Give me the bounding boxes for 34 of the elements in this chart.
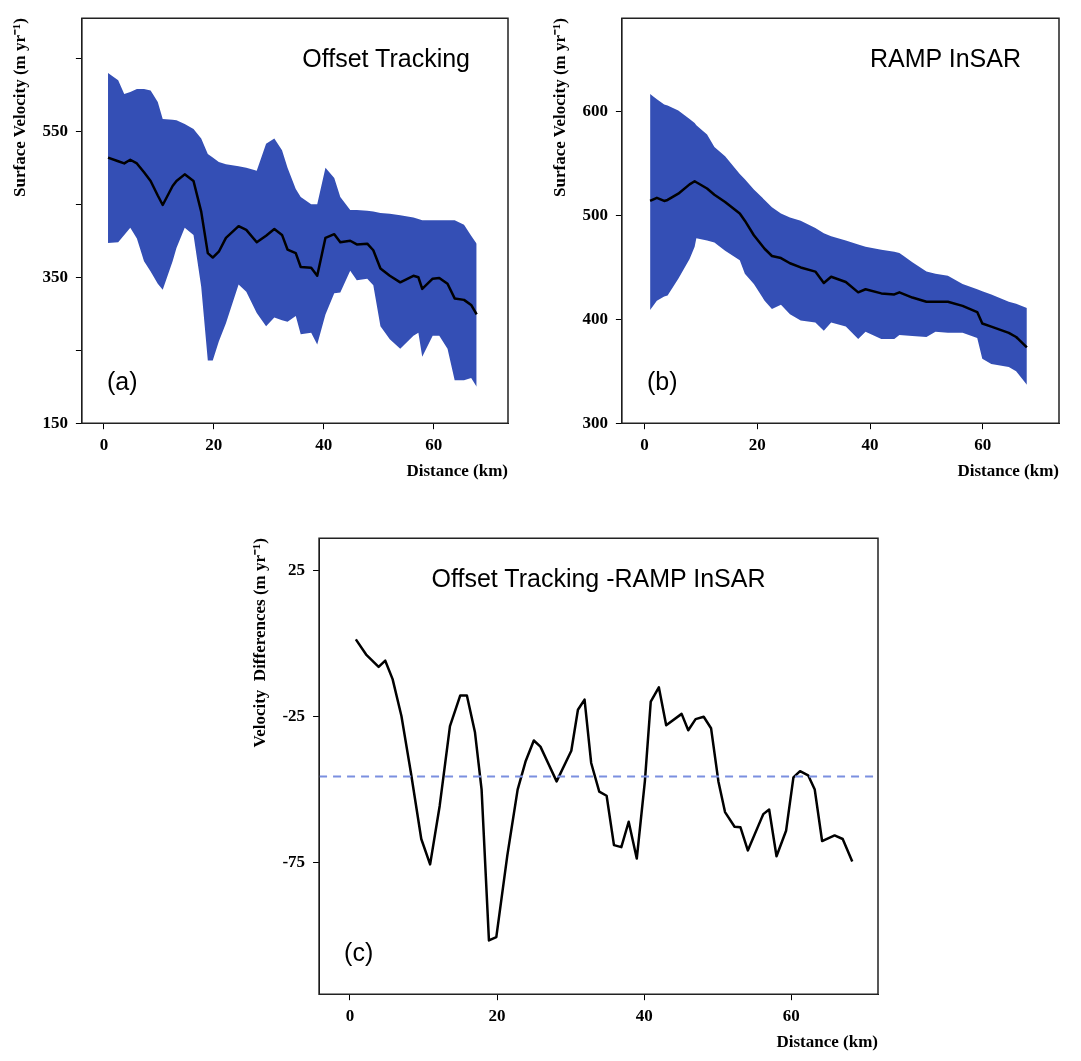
x-tick-label: 40 (861, 434, 879, 454)
y-tick-label: 350 (42, 266, 68, 286)
y-axis-title: Surface Velocity (m yr⁻¹) (549, 18, 569, 197)
text: Offset Tracking (302, 44, 470, 73)
annotation: (b) (646, 367, 678, 396)
x-tick-label: 60 (425, 434, 443, 454)
y-tick-label: 25 (288, 559, 306, 579)
y-axis-title: Surface Velocity (m yr⁻¹) (9, 18, 29, 197)
x-tick-label: 0 (99, 434, 109, 454)
x-axis-title: Distance (km) (406, 461, 508, 481)
x-axis-title: Distance (km) (957, 461, 1059, 481)
text: Offset Tracking -RAMP InSAR (431, 564, 766, 593)
text: RAMP InSAR (870, 44, 1021, 73)
annotation: (a) (106, 367, 138, 396)
y-tick-label: 550 (42, 120, 68, 140)
y-tick-label: 400 (582, 308, 608, 328)
x-tick-label: 0 (345, 1005, 355, 1025)
x-tick-label: 40 (315, 434, 333, 454)
x-tick-label: 20 (748, 434, 766, 454)
x-axis-title: Distance (km) (776, 1032, 878, 1052)
x-tick-label: 40 (635, 1005, 653, 1025)
x-tick-label: 60 (782, 1005, 800, 1025)
x-tick-label: 20 (488, 1005, 506, 1025)
y-tick-label: -75 (282, 852, 306, 872)
y-axis-title: Velocity Differences (m yr⁻¹) (249, 538, 269, 748)
y-tick-label: 150 (42, 412, 68, 432)
y-tick-label: -25 (282, 705, 306, 725)
y-tick-label: 500 (582, 204, 608, 224)
x-tick-label: 0 (640, 434, 649, 454)
x-tick-label: 20 (205, 434, 223, 454)
annotation: (c) (344, 938, 374, 967)
x-tick-label: 60 (974, 434, 992, 454)
y-tick-label: 300 (582, 412, 608, 432)
y-tick-label: 600 (582, 101, 608, 121)
